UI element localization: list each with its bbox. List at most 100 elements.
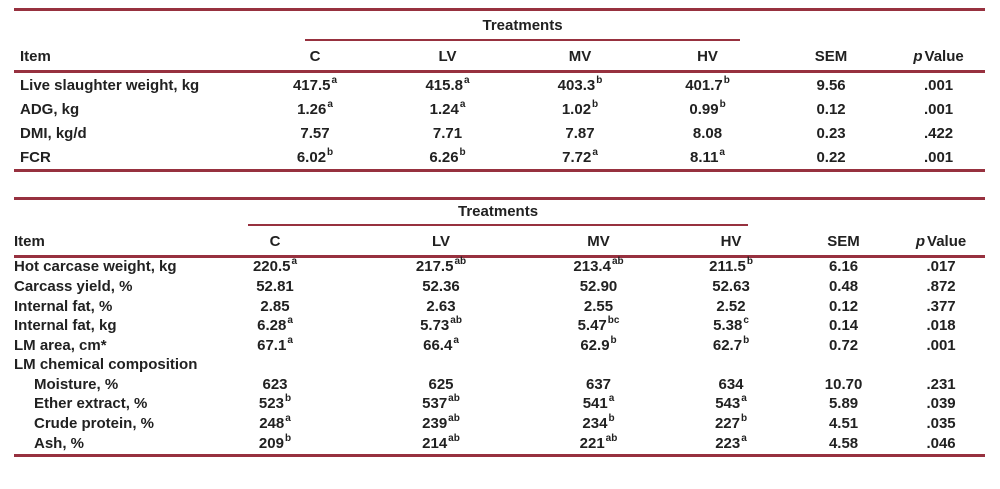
cell-hv: 2.52 — [672, 297, 790, 317]
cell-hv: 227b — [672, 413, 790, 435]
cell-value: 8.11 — [690, 148, 719, 166]
cell-value: 5.73 — [420, 317, 450, 335]
cell-sem: 4.58 — [828, 434, 859, 452]
treatments-group-header: Treatments — [248, 203, 749, 226]
cell-mv: 221ab — [525, 433, 672, 455]
cell-hv: 52.63 — [672, 278, 790, 298]
treatments-group-cell: Treatments — [193, 199, 790, 226]
col-header-lv: LV — [380, 41, 515, 73]
table-body: Hot carcase weight, kg 220.5a 217.5ab 213.4… — [14, 257, 985, 456]
significance-superscript: c — [743, 315, 749, 327]
spacer-cell — [770, 10, 985, 42]
cell-sem — [790, 356, 897, 376]
table-row: LM area, cm* 67.1a 66.4a 62.9b 62.7b 0.72.001 — [14, 334, 985, 356]
cell-hv: 8.11a — [645, 145, 770, 171]
cell-lv: 217.5ab — [357, 257, 525, 278]
growth-performance-table: Treatments Item C LV MV HV SEM p Value Li… — [14, 8, 986, 172]
significance-superscript: b — [746, 256, 753, 268]
cell-sem: 4.51 — [828, 415, 859, 433]
col-header-pvalue: p Value — [897, 226, 986, 258]
cell-value: 0.99 — [689, 100, 719, 118]
cell-sem: 9.56 — [816, 76, 846, 94]
cell-value: 401.7 — [685, 76, 723, 94]
significance-superscript: ab — [450, 315, 462, 327]
cell-value: 239 — [422, 415, 448, 433]
cell-c: 52.81 — [193, 278, 357, 298]
cell-mv: 5.47bc — [525, 316, 672, 337]
cell-pvalue: .018 — [926, 317, 956, 335]
significance-superscript: b — [740, 413, 748, 425]
cell-value: 62.9 — [580, 336, 610, 354]
column-header-row: Item C LV MV HV SEM p Value — [14, 41, 986, 73]
table-row: FCR 6.02b 6.26b 7.72a 8.11a 0.22.001 — [14, 145, 985, 171]
table-row: ADG, kg 1.26a 1.24a 1.02b 0.99b 0.12.001 — [14, 97, 985, 121]
cell-value: 234 — [582, 415, 608, 433]
table-body: Live slaughter weight, kg 417.5a 415.8a 403… — [14, 72, 985, 171]
cell-value: 209 — [258, 434, 284, 452]
cell-value: 5.38 — [713, 317, 743, 335]
cell-c: 417.5a — [250, 72, 380, 98]
cell-value: 2.55 — [583, 297, 614, 315]
row-item-label: Ash, % — [34, 434, 85, 452]
cell-value: 52.81 — [256, 277, 294, 295]
carcass-characteristics-table: Treatments Item C LV MV HV SEM p Value Ho… — [14, 197, 986, 457]
cell-value: 634 — [718, 375, 744, 393]
cell-value: 543 — [715, 395, 741, 413]
significance-superscript: a — [285, 413, 291, 425]
cell-c: 248a — [193, 413, 357, 435]
col-header-lv: LV — [357, 226, 525, 258]
cell-lv: 625 — [357, 375, 525, 395]
significance-superscript: b — [608, 413, 615, 425]
cell-value: 623 — [262, 375, 288, 393]
cell-pvalue: .001 — [923, 148, 954, 166]
row-item-label: Hot carcase weight, kg — [14, 258, 177, 276]
cell-lv: 239ab — [357, 414, 525, 435]
cell-sem: 0.23 — [816, 124, 846, 142]
col-header-item: Item — [14, 41, 250, 73]
row-item-label: ADG, kg — [20, 100, 80, 118]
row-item-label: Ether extract, % — [34, 395, 148, 413]
cell-c: 220.5a — [193, 257, 357, 278]
cell-mv: 1.02b — [515, 97, 645, 121]
table-row: DMI, kg/d 7.57 7.71 7.87 8.08 0.23 .422 — [14, 121, 985, 145]
cell-lv: 5.73ab — [357, 315, 525, 337]
table-row: Ether extract, % 523b 537ab 541a 543a 5.89.03… — [14, 393, 985, 415]
cell-lv: 6.26b — [380, 145, 515, 171]
significance-superscript: a — [287, 334, 293, 346]
spacer-cell — [14, 10, 250, 42]
cell-value: 220.5 — [252, 258, 291, 276]
cell-hv: 634 — [672, 375, 790, 395]
cell-c — [193, 356, 357, 376]
cell-c: 209b — [193, 432, 357, 455]
cell-value: 6.02 — [296, 148, 327, 166]
cell-sem: 0.22 — [816, 148, 846, 166]
cell-value: 7.57 — [300, 124, 330, 142]
cell-mv — [525, 356, 672, 376]
cell-value: 7.71 — [432, 124, 463, 142]
cell-value: 67.1 — [257, 336, 287, 354]
cell-mv: 541a — [525, 394, 672, 415]
cell-value: 248 — [259, 415, 285, 433]
col-header-sem: SEM — [770, 41, 893, 73]
cell-value: 637 — [585, 375, 612, 393]
table-row: Ash, % 209b 214ab 221ab 223a 4.58.046 — [14, 432, 985, 455]
cell-c: 67.1a — [193, 334, 357, 356]
significance-superscript: b — [284, 432, 292, 444]
cell-sem: 0.72 — [828, 336, 859, 354]
cell-value: 2.52 — [716, 297, 746, 315]
cell-value: 221 — [579, 434, 605, 452]
row-item-label: Crude protein, % — [34, 415, 155, 433]
row-item-label: Moisture, % — [34, 375, 119, 393]
column-header-row: Item C LV MV HV SEM p Value — [14, 226, 986, 258]
cell-mv: 7.87 — [515, 121, 645, 145]
significance-superscript: b — [284, 393, 292, 405]
cell-mv: 213.4ab — [525, 257, 672, 278]
cell-hv: 223a — [672, 433, 790, 455]
cell-sem: 6.16 — [828, 258, 859, 276]
p-italic: p — [913, 48, 923, 65]
table-row: Live slaughter weight, kg 417.5a 415.8a 403… — [14, 72, 985, 98]
cell-value: 2.63 — [426, 297, 456, 315]
col-header-c: C — [250, 41, 380, 73]
treatments-group-header: Treatments — [305, 16, 741, 41]
table-row: Carcass yield, % 52.81 52.36 52.90 52.63 0.48… — [14, 278, 985, 298]
